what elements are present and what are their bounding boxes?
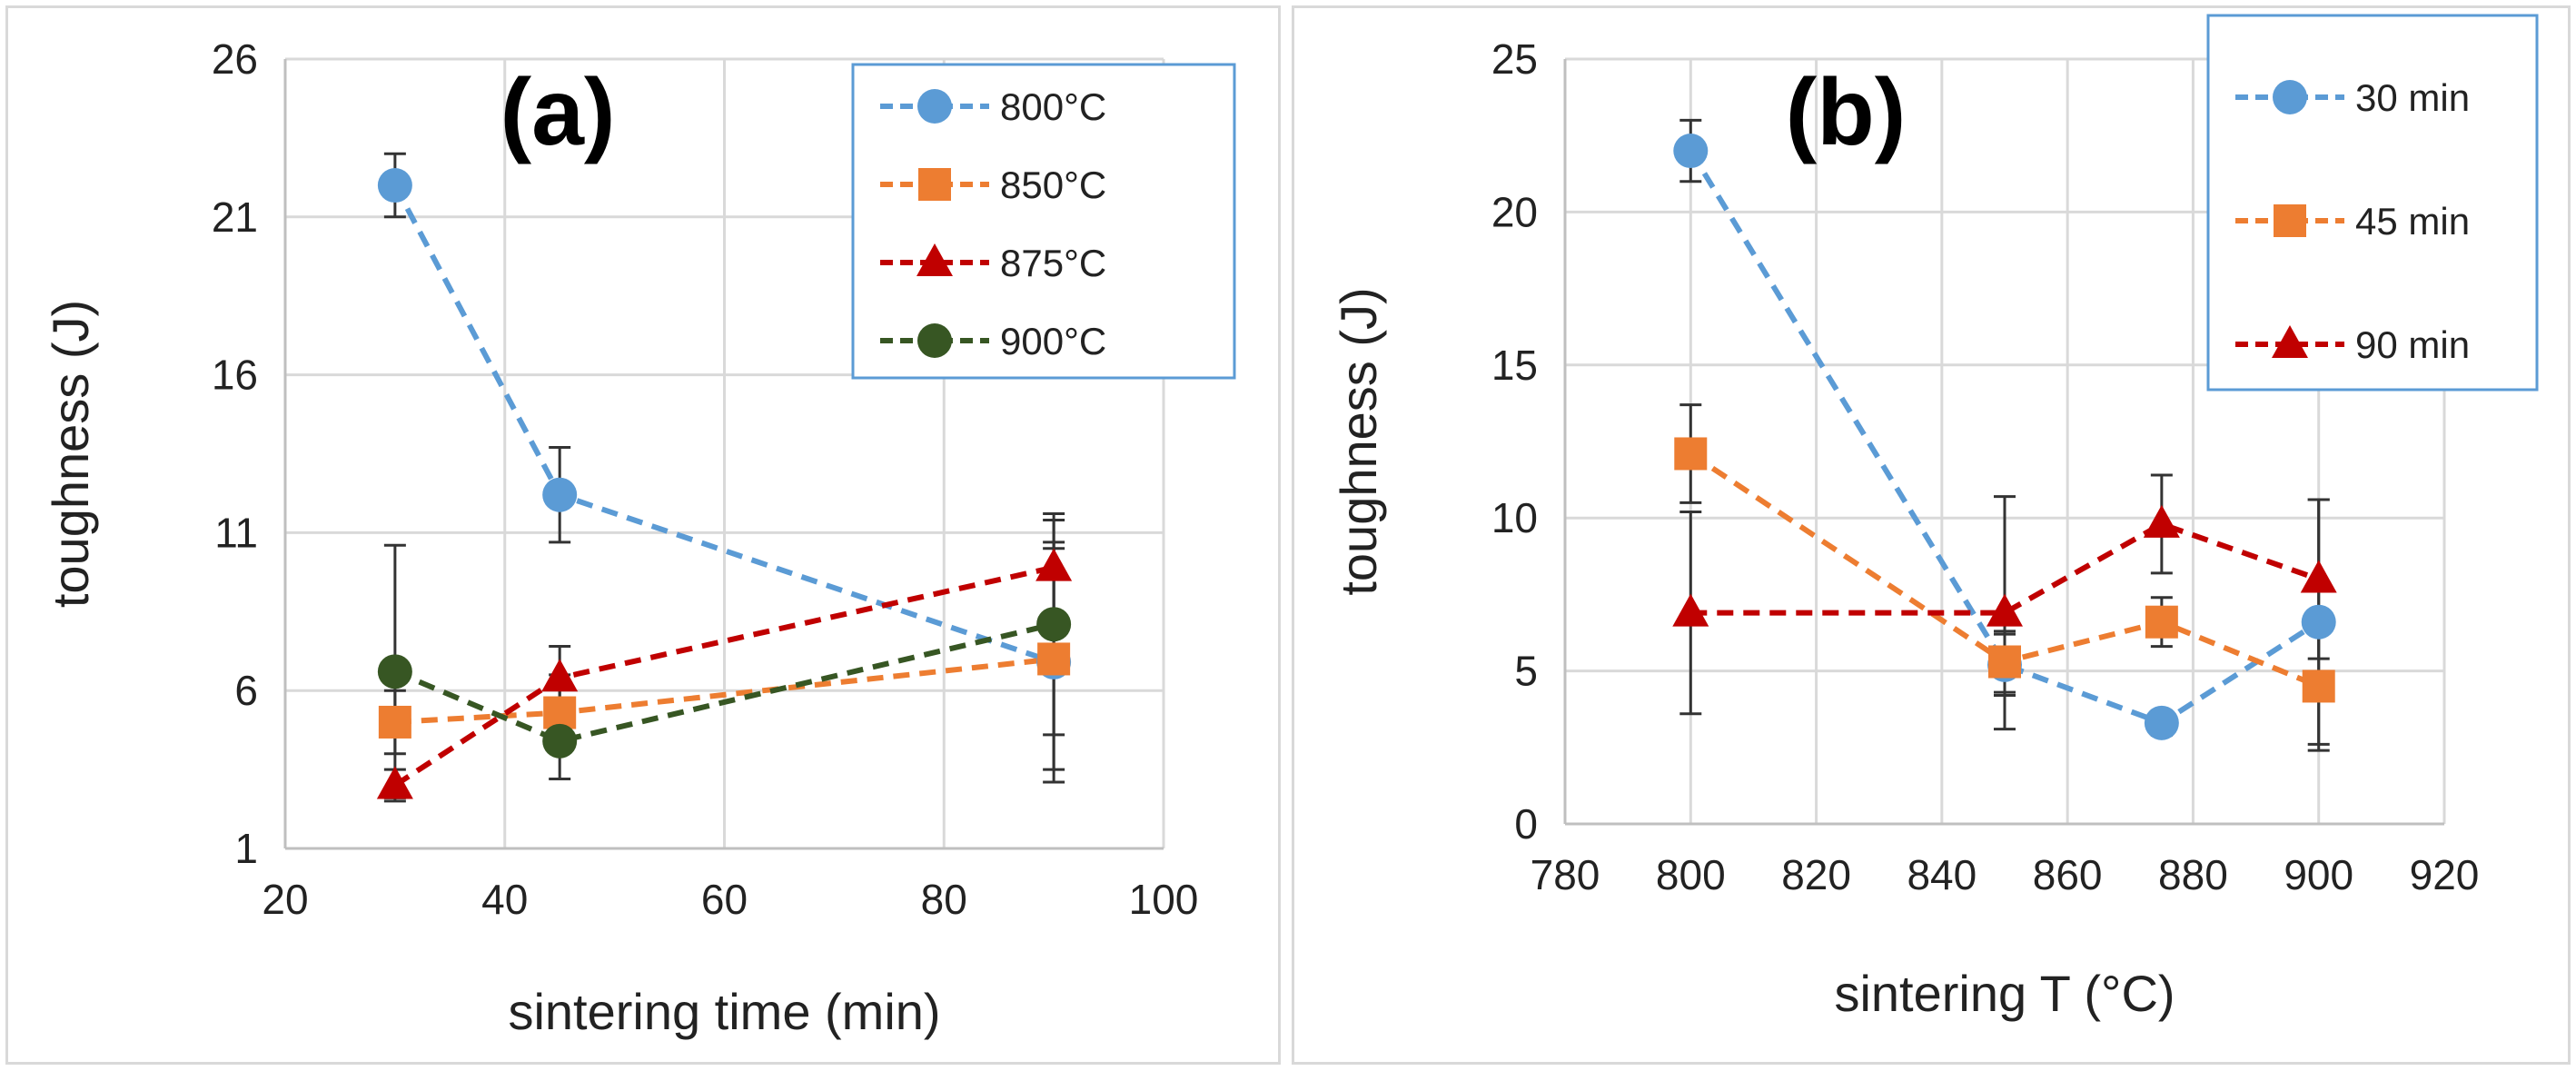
data-point <box>1674 437 1708 471</box>
chart-b: 780 800 820 840 860 880 900 920 0 5 10 15 20 25 sinter… <box>1330 14 2539 1022</box>
data-point <box>377 654 412 689</box>
legend-label: 850°C <box>1000 164 1106 206</box>
x-tick-label: 40 <box>481 876 528 923</box>
y-tick-label: 1 <box>234 825 258 872</box>
data-point <box>1036 607 1072 642</box>
legend-label: 90 min <box>2355 323 2470 366</box>
data-point <box>1672 593 1709 627</box>
data-point <box>541 659 579 692</box>
series-line <box>393 621 1055 744</box>
y-tick-label: 16 <box>212 352 258 399</box>
legend-marker <box>2273 80 2307 114</box>
legend-box <box>2206 14 2539 392</box>
x-tick-label: 800 <box>1656 851 1726 898</box>
series-line <box>1688 149 2321 727</box>
legend-box <box>851 63 1236 380</box>
chart-title: (b) <box>1786 60 1907 165</box>
data-point <box>1035 548 1073 581</box>
legend-label: 900°C <box>1000 320 1106 362</box>
x-tick-label: 920 <box>2410 851 2480 898</box>
data-point <box>1673 134 1709 169</box>
legend-marker <box>2272 325 2308 358</box>
legend-marker <box>916 243 953 276</box>
x-tick-label: 840 <box>1907 851 1977 898</box>
x-tick-label: 80 <box>921 876 967 923</box>
data-point <box>377 168 412 203</box>
data-point <box>376 766 413 799</box>
data-point <box>2301 604 2336 640</box>
data-point <box>1037 642 1071 676</box>
data-point <box>2143 504 2180 538</box>
x-tick-label: 880 <box>2158 851 2228 898</box>
y-tick-label: 11 <box>214 509 258 556</box>
legend-marker <box>918 168 951 201</box>
y-tick-label: 15 <box>1491 342 1538 389</box>
data-point <box>2300 560 2337 593</box>
x-tick-label: 60 <box>701 876 748 923</box>
legend-label: 800°C <box>1000 85 1106 128</box>
data-point <box>542 477 578 512</box>
data-point <box>378 705 411 739</box>
x-axis-label: sintering T (°C) <box>1834 965 2175 1022</box>
chart-panel-b: 780 800 820 840 860 880 900 920 0 5 10 15 20 25 sinter… <box>1292 5 2571 1065</box>
data-point <box>2144 705 2179 740</box>
data-point <box>543 696 577 729</box>
x-tick-label: 100 <box>1129 876 1199 923</box>
y-tick-label: 6 <box>234 667 258 714</box>
legend-marker <box>917 323 952 358</box>
y-axis-label: toughness (J) <box>1330 287 1387 595</box>
legend-marker <box>917 89 952 124</box>
data-point <box>2302 669 2335 703</box>
y-tick-label: 26 <box>212 35 258 83</box>
data-point <box>1988 645 2021 679</box>
y-tick-label: 10 <box>1491 494 1538 541</box>
y-tick-label: 25 <box>1491 35 1538 83</box>
data-point <box>1986 593 2023 627</box>
legend-marker <box>2274 204 2306 237</box>
x-tick-label: 860 <box>2033 851 2103 898</box>
x-axis-label: sintering time (min) <box>508 983 940 1040</box>
x-tick-label: 780 <box>1531 851 1600 898</box>
data-point <box>2145 605 2178 639</box>
legend-label: 875°C <box>1000 242 1106 284</box>
x-tick-label: 900 <box>2284 851 2353 898</box>
legend-label: 30 min <box>2355 76 2470 119</box>
legend-label: 45 min <box>2355 200 2470 243</box>
data-point <box>542 723 578 759</box>
series-line <box>1689 451 2320 689</box>
y-tick-label: 20 <box>1491 188 1538 235</box>
series-line <box>1690 521 2320 616</box>
y-tick-label: 5 <box>1514 648 1538 695</box>
x-tick-label: 820 <box>1781 851 1851 898</box>
y-tick-label: 0 <box>1514 800 1538 848</box>
chart-title: (a) <box>500 60 615 165</box>
chart-panel-a: 20 40 60 80 100 1 6 11 16 21 26 sintering time (min… <box>5 5 1281 1065</box>
y-tick-label: 21 <box>212 193 258 241</box>
y-axis-label: toughness (J) <box>42 300 99 608</box>
x-tick-label: 20 <box>262 876 308 923</box>
